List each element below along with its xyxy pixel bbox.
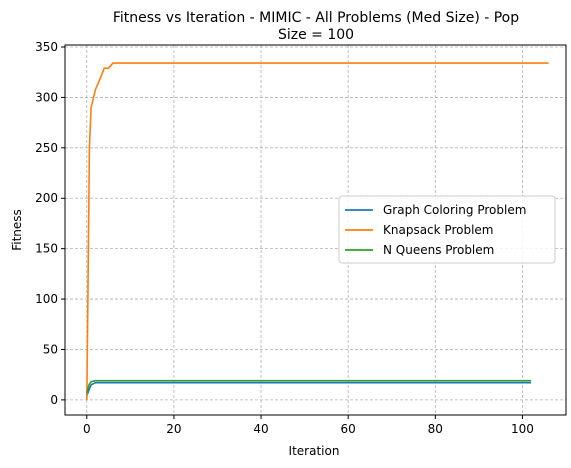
y-tick-label: 250 — [35, 141, 58, 155]
series-line-n-queens-problem — [86, 379, 532, 394]
y-tick-label: 0 — [50, 393, 58, 407]
series-lines — [86, 62, 549, 400]
y-tick-label: 150 — [35, 242, 58, 256]
series-line-knapsack-problem — [86, 62, 549, 400]
legend-label-graph-coloring-problem: Graph Coloring Problem — [383, 203, 526, 217]
x-tick-label: 80 — [428, 422, 443, 436]
plot-frame — [64, 44, 567, 416]
x-tick-label: 60 — [341, 422, 356, 436]
y-tick-label: 100 — [35, 292, 58, 306]
legend: Graph Coloring Problem Knapsack Problem N … — [338, 195, 556, 264]
x-tick-label: 0 — [83, 422, 91, 436]
y-tick-label: 50 — [43, 342, 58, 356]
chart-title-line-1: Fitness vs Iteration - MIMIC - All Probl… — [113, 10, 519, 26]
y-tick-label: 350 — [35, 40, 58, 54]
x-tick-label: 20 — [166, 422, 181, 436]
x-tick-label: 100 — [511, 422, 534, 436]
series-line-graph-coloring-problem — [86, 381, 532, 397]
x-ticks: 0 20 40 60 80 100 — [83, 415, 534, 436]
x-axis-label: Iteration — [289, 444, 340, 458]
y-ticks: 0 50 100 150 200 250 300 350 — [35, 40, 65, 407]
grid — [65, 45, 566, 415]
y-tick-label: 300 — [35, 90, 58, 104]
legend-label-knapsack-problem: Knapsack Problem — [383, 223, 493, 237]
legend-box — [338, 195, 556, 264]
legend-label-n-queens-problem: N Queens Problem — [383, 243, 494, 257]
x-tick-label: 40 — [253, 422, 268, 436]
chart-title-line-2: Size = 100 — [278, 27, 354, 43]
y-axis-label: Fitness — [10, 209, 24, 251]
y-tick-label: 200 — [35, 191, 58, 205]
